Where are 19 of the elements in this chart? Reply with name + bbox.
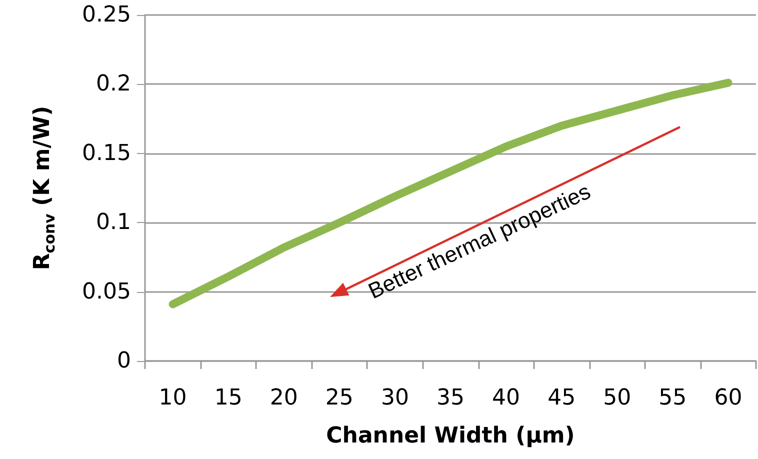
x-tick-label: 45 [548,386,576,410]
x-tick-label: 30 [380,386,409,410]
x-tick-label: 10 [158,386,187,410]
y-tick-label: 0.25 [82,2,131,28]
y-tick-label: 0.15 [82,140,131,166]
y-tick-label: 0.05 [82,279,131,304]
x-tick-label: 60 [714,386,742,410]
x-tick-label: 35 [436,386,464,410]
x-tick-label: 20 [270,386,298,410]
x-tick-label: 55 [658,386,687,410]
y-tick-label: 0.1 [96,210,131,236]
x-tick-label: 40 [492,386,520,410]
x-tick-label: 50 [603,386,632,410]
x-axis-title: Channel Width (µm) [326,424,575,448]
y-tick-label: 0 [117,348,131,374]
x-tick-label: 25 [325,386,354,410]
x-tick-label: 15 [214,386,242,410]
y-tick-label: 0.2 [96,72,131,97]
y-axis-title: Rconv (K m/W) [30,106,58,270]
